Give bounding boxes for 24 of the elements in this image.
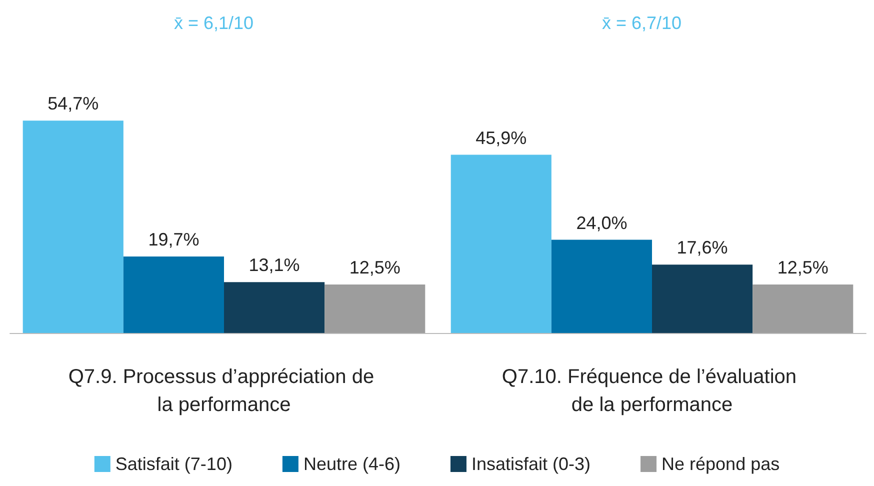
legend-label: Ne répond pas (662, 454, 780, 474)
x-tick-label: Q7.9. Processus d’appréciation de la performance (68, 366, 380, 416)
data-label: 12,5% (349, 257, 400, 278)
bar (652, 264, 753, 333)
bar (450, 154, 552, 333)
data-label: 24,0% (576, 212, 628, 233)
bar (22, 120, 124, 333)
data-label: 13,1% (248, 255, 300, 276)
legend-label: Insatisfait (0-3) (471, 454, 591, 474)
data-label: 12,5% (777, 257, 828, 278)
bar (324, 284, 426, 333)
bar (123, 256, 224, 333)
bar (752, 284, 854, 333)
data-label: 17,6% (676, 238, 728, 258)
data-label: 45,9% (476, 128, 527, 148)
bar (551, 240, 652, 333)
text: x̄ = 6,7/10 (602, 13, 682, 33)
legend-label: Satisfait (7-10) (115, 454, 232, 474)
bar (224, 282, 325, 333)
data-label: 19,7% (148, 230, 200, 250)
legend-label: Neutre (4-6) (303, 454, 400, 474)
data-label: 54,7% (48, 94, 99, 114)
text: x̄ = 6,1/10 (174, 13, 254, 33)
x-tick-label: Q7.10. Fréquence de l’évaluation de la performance (502, 366, 802, 416)
